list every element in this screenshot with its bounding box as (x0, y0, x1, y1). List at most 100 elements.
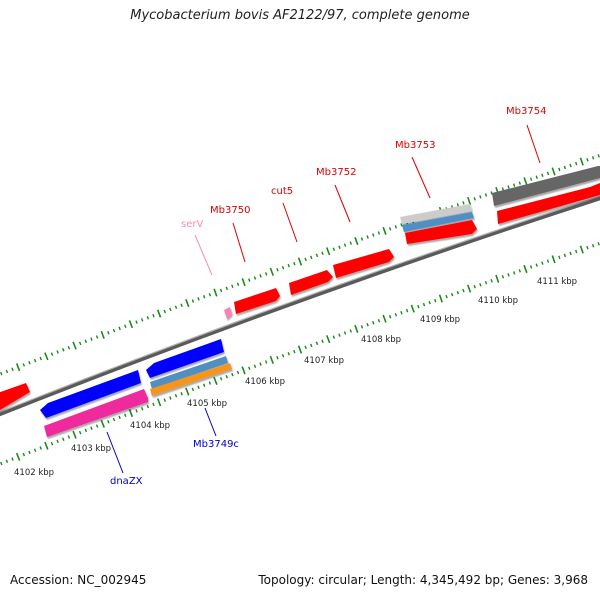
gene-label-dnazx[interactable]: dnaZX (110, 476, 143, 487)
scale-label: 4109 kbp (420, 315, 460, 325)
minor-tick (377, 319, 381, 323)
minor-tick (546, 171, 550, 176)
major-tick (213, 288, 218, 297)
minor-tick (586, 157, 589, 162)
gene-feature-mb3750[interactable] (234, 288, 280, 314)
minor-tick (394, 312, 398, 317)
major-tick (156, 309, 162, 318)
major-tick (410, 304, 415, 313)
minor-tick (50, 352, 54, 356)
minor-tick (563, 165, 567, 170)
magenta-feature[interactable] (44, 389, 148, 437)
minor-tick (349, 329, 352, 333)
darkgray-feature-top[interactable] (492, 166, 600, 206)
major-tick (382, 314, 387, 323)
gene-label-mb3754[interactable]: Mb3754 (506, 106, 546, 117)
gene-feature-left-edge[interactable] (0, 383, 30, 410)
minor-tick (529, 265, 533, 269)
gene-feature-mb3754[interactable] (497, 183, 600, 224)
minor-tick (208, 381, 212, 385)
minor-tick (558, 167, 561, 172)
minor-tick (575, 161, 578, 166)
minor-tick (95, 424, 99, 428)
major-tick (551, 167, 556, 176)
minor-tick (450, 292, 454, 297)
major-tick (551, 255, 556, 264)
gene-label-mb3752[interactable]: Mb3752 (316, 167, 356, 178)
minor-tick (343, 243, 347, 247)
minor-tick (310, 343, 313, 348)
major-tick (72, 430, 77, 439)
major-tick (15, 363, 21, 372)
gene-feature-blue-right[interactable] (146, 339, 224, 378)
minor-tick (90, 426, 93, 430)
minor-tick (22, 363, 26, 367)
minor-tick (253, 364, 257, 368)
minor-tick (5, 459, 9, 464)
minor-tick (118, 326, 121, 331)
minor-tick (377, 231, 381, 235)
major-tick (326, 335, 331, 344)
minor-tick (388, 227, 392, 231)
trna-feature-serv[interactable] (224, 307, 232, 319)
gene-feature-cut5[interactable] (289, 270, 333, 295)
steelblue-feature-top[interactable] (402, 212, 474, 232)
minor-tick (473, 284, 476, 289)
major-tick (44, 352, 49, 361)
major-tick (269, 355, 274, 364)
gene-label-serv[interactable]: serV (181, 219, 203, 230)
minor-tick (202, 295, 206, 299)
minor-tick (202, 383, 206, 387)
gene-feature-mb3753[interactable] (405, 220, 477, 244)
minor-tick (264, 360, 268, 364)
scale-label: 4105 kbp (187, 399, 227, 409)
minor-tick (219, 377, 223, 381)
scale-label: 4102 kbp (14, 468, 54, 478)
minor-tick (332, 247, 336, 251)
minor-tick (264, 272, 268, 276)
major-tick (269, 267, 274, 276)
minor-tick (360, 237, 364, 241)
major-tick (467, 284, 472, 293)
label-connectors (106, 124, 541, 474)
minor-tick (445, 294, 448, 299)
gene-label-mb3749c[interactable]: Mb3749c (193, 439, 239, 450)
gene-label-cut5[interactable]: cut5 (271, 186, 293, 197)
minor-tick (140, 318, 144, 322)
major-tick (241, 278, 246, 287)
minor-tick (107, 419, 110, 424)
minor-tick (541, 261, 544, 265)
orange-feature[interactable] (150, 363, 232, 396)
major-tick (382, 226, 387, 235)
gene-feature-mb3752[interactable] (333, 249, 394, 278)
scale-label: 4107 kbp (304, 356, 344, 366)
gene-label-mb3753[interactable]: Mb3753 (395, 140, 435, 151)
minor-tick (310, 255, 313, 260)
minor-tick (248, 366, 251, 371)
minor-tick (479, 195, 482, 199)
minor-tick (518, 181, 521, 185)
minor-tick (360, 325, 364, 329)
major-tick (354, 324, 359, 333)
major-tick (100, 419, 105, 428)
minor-tick (276, 267, 279, 272)
minor-tick (304, 345, 307, 350)
gene-label-mb3750[interactable]: Mb3750 (210, 205, 250, 216)
minor-tick (163, 398, 166, 402)
minor-tick (191, 299, 195, 303)
minor-tick (597, 242, 600, 246)
gene-feature-dnazx[interactable] (40, 370, 141, 418)
minor-tick (591, 156, 595, 160)
minor-tick (591, 243, 595, 248)
minor-tick (67, 435, 71, 439)
steelblue-feature-bottom[interactable] (150, 356, 228, 389)
minor-tick (95, 335, 99, 339)
minor-tick (400, 310, 403, 315)
minor-tick (124, 413, 127, 417)
minor-tick (67, 345, 71, 350)
gene-labels: Mb3754 Mb3753 Mb3752 cut5 Mb3750 serV Mb… (110, 106, 546, 487)
minor-tick (197, 385, 200, 390)
minor-tick (518, 269, 521, 273)
lightgray-feature-top[interactable] (400, 204, 472, 224)
minor-tick (529, 177, 533, 181)
